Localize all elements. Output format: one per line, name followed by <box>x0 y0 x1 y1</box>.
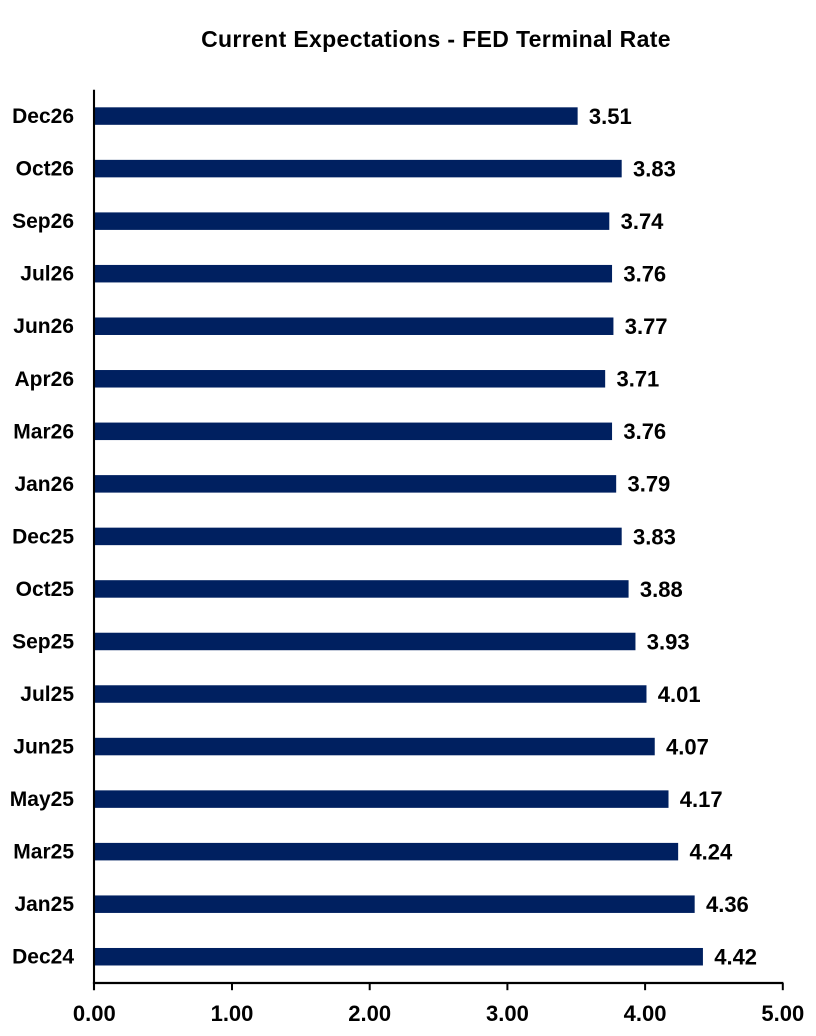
svg-text:Mar25: Mar25 <box>13 841 74 864</box>
svg-text:May25: May25 <box>10 788 75 811</box>
svg-text:3.51: 3.51 <box>589 104 632 129</box>
svg-text:Current Expectations - FED Ter: Current Expectations - FED Terminal Rate <box>201 26 671 52</box>
svg-text:4.24: 4.24 <box>689 840 733 865</box>
svg-text:Oct26: Oct26 <box>16 158 74 181</box>
svg-text:4.42: 4.42 <box>714 945 757 970</box>
svg-text:4.01: 4.01 <box>658 682 701 707</box>
svg-text:Jan25: Jan25 <box>14 893 74 916</box>
svg-text:Dec26: Dec26 <box>12 105 74 128</box>
svg-text:3.77: 3.77 <box>625 314 668 339</box>
svg-text:Jul25: Jul25 <box>20 683 74 706</box>
svg-text:3.00: 3.00 <box>486 1001 529 1026</box>
svg-text:Sep25: Sep25 <box>12 630 74 653</box>
svg-text:3.76: 3.76 <box>623 419 666 444</box>
svg-text:3.88: 3.88 <box>640 577 683 602</box>
svg-text:1.00: 1.00 <box>211 1001 254 1026</box>
svg-text:4.36: 4.36 <box>706 892 749 917</box>
svg-text:3.83: 3.83 <box>633 156 676 181</box>
svg-text:3.76: 3.76 <box>623 262 666 287</box>
svg-text:4.07: 4.07 <box>666 734 709 759</box>
svg-text:Jun26: Jun26 <box>13 315 74 338</box>
svg-text:3.93: 3.93 <box>647 629 690 654</box>
svg-text:4.17: 4.17 <box>680 787 723 812</box>
svg-text:Jul26: Jul26 <box>20 263 74 286</box>
svg-text:2.00: 2.00 <box>348 1001 391 1026</box>
svg-text:Jan26: Jan26 <box>14 473 74 496</box>
svg-text:3.83: 3.83 <box>633 524 676 549</box>
svg-text:Sep26: Sep26 <box>12 210 74 233</box>
svg-text:Apr26: Apr26 <box>14 368 74 391</box>
svg-text:Dec24: Dec24 <box>12 946 74 969</box>
svg-text:Dec25: Dec25 <box>12 525 74 548</box>
svg-text:3.79: 3.79 <box>627 472 670 497</box>
svg-text:3.71: 3.71 <box>616 367 659 392</box>
svg-text:4.00: 4.00 <box>624 1001 667 1026</box>
svg-text:Mar26: Mar26 <box>13 420 74 443</box>
svg-text:Jun25: Jun25 <box>13 736 74 759</box>
svg-text:3.74: 3.74 <box>621 209 665 234</box>
svg-text:Oct25: Oct25 <box>16 578 75 601</box>
svg-text:0.00: 0.00 <box>73 1001 116 1026</box>
svg-text:5.00: 5.00 <box>761 1001 804 1026</box>
